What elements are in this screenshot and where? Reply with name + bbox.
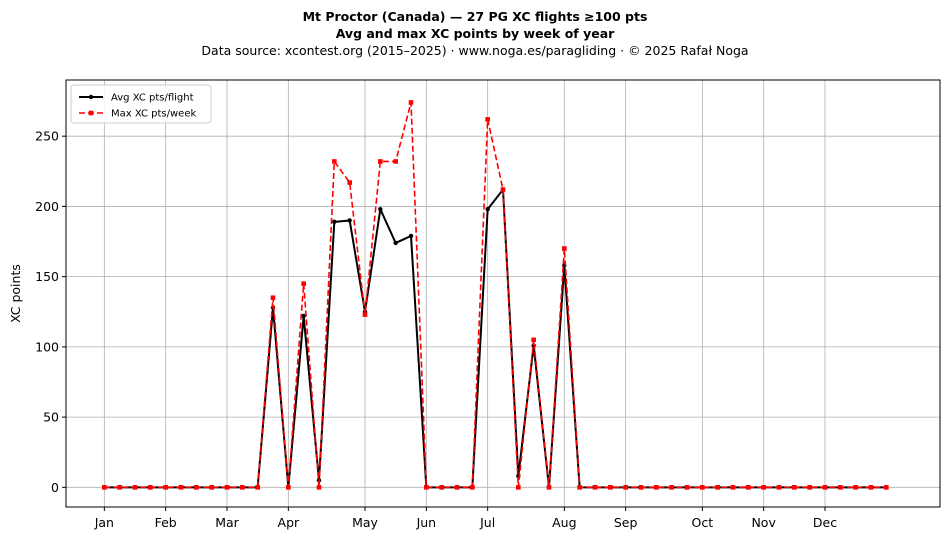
legend-entry-label: Avg XC pts/flight: [111, 93, 194, 104]
series-layer: [102, 100, 889, 490]
max-point: [868, 485, 874, 490]
max-line: [104, 101, 887, 489]
legend-swatch-marker: [88, 110, 94, 116]
max-point: [884, 485, 889, 490]
max-point: [470, 485, 475, 490]
max-point: [408, 100, 414, 105]
max-point: [454, 485, 460, 490]
x-tick-label: Feb: [155, 515, 177, 530]
max-point: [393, 159, 398, 164]
max-point: [194, 485, 199, 490]
max-point: [776, 485, 782, 490]
y-tick-label: 250: [35, 129, 59, 144]
max-point: [623, 485, 628, 490]
legend-entry-label: Max XC pts/week: [111, 109, 196, 120]
max-point: [638, 485, 644, 490]
max-point: [178, 485, 184, 490]
chart-subtitle: Avg and max XC points by week of year: [335, 26, 615, 41]
series-avg: [102, 187, 889, 490]
max-point: [485, 117, 490, 122]
x-tick-label: Aug: [552, 515, 576, 530]
x-tick-label: Jun: [416, 515, 437, 530]
max-point: [792, 485, 797, 490]
max-point: [853, 485, 858, 490]
max-point: [684, 485, 690, 490]
x-tick-label: Oct: [692, 515, 714, 530]
y-tick-label: 100: [35, 339, 59, 354]
max-point: [270, 295, 276, 301]
max-point: [286, 485, 291, 490]
x-tick-label: Nov: [751, 515, 776, 530]
y-tick-label: 0: [51, 480, 59, 495]
max-point: [608, 485, 613, 490]
max-point: [224, 485, 230, 490]
max-point: [148, 485, 153, 490]
max-point: [209, 485, 214, 490]
x-tick-label: May: [352, 515, 378, 530]
max-point: [715, 485, 720, 490]
max-point: [746, 485, 751, 490]
max-point: [439, 485, 444, 490]
x-tick-label: Sep: [614, 515, 638, 530]
avg-point: [301, 313, 306, 319]
max-point: [562, 246, 567, 251]
max-point: [546, 485, 552, 490]
max-point: [700, 485, 705, 490]
max-point: [240, 485, 245, 490]
max-point: [730, 485, 736, 490]
x-tick-label: Dec: [813, 515, 837, 530]
max-point: [163, 485, 168, 490]
legend-box: [70, 84, 212, 124]
avg-point: [347, 218, 352, 223]
legend-swatch-marker: [88, 94, 94, 100]
max-point: [592, 485, 598, 490]
max-point: [761, 485, 766, 490]
max-point: [255, 485, 260, 490]
max-point: [577, 485, 582, 490]
y-axis-label: XC points: [8, 264, 23, 323]
avg-point: [485, 207, 490, 212]
x-tick-label: Jul: [479, 515, 495, 530]
max-point: [838, 485, 843, 490]
x-tick-label: Apr: [278, 515, 300, 530]
series-max: [102, 100, 889, 490]
max-point: [117, 485, 122, 490]
max-point: [654, 485, 659, 490]
y-tick-label: 200: [35, 199, 59, 214]
y-tick-label: 50: [43, 410, 59, 425]
avg-point: [393, 240, 398, 246]
y-tick-label: 150: [35, 269, 59, 284]
avg-point: [332, 219, 337, 225]
max-point: [102, 485, 107, 490]
max-point: [424, 485, 429, 490]
plot-area-frame: [65, 79, 941, 508]
max-point: [531, 337, 536, 343]
max-point: [822, 485, 828, 490]
max-point: [316, 485, 322, 490]
chart-title: Mt Proctor (Canada) — 27 PG XC flights ≥…: [302, 9, 648, 24]
max-point: [347, 180, 352, 185]
avg-point: [408, 233, 414, 239]
x-tick-label: Mar: [215, 515, 239, 530]
max-point: [807, 485, 812, 490]
avg-point: [378, 207, 383, 212]
grid: [66, 80, 940, 507]
max-point: [516, 485, 521, 490]
x-tick-label: Jan: [94, 515, 114, 530]
max-point: [669, 485, 674, 490]
max-point: [132, 485, 138, 490]
max-point: [378, 159, 383, 164]
max-point: [301, 281, 306, 286]
max-point: [332, 159, 337, 164]
legend: Avg XC pts/flight Max XC pts/week: [70, 84, 212, 124]
chart-titles: Mt Proctor (Canada) — 27 PG XC flights ≥…: [0, 8, 950, 59]
max-point: [362, 312, 368, 317]
axes: Jan Feb Mar Apr May Jun Jul Aug Sep Oct Nov Dec 0 50 1…: [35, 129, 837, 530]
avg-line: [104, 188, 887, 489]
max-point: [500, 187, 506, 192]
chart-source-line: Data source: xcontest.org (2015–2025) · …: [201, 43, 749, 58]
